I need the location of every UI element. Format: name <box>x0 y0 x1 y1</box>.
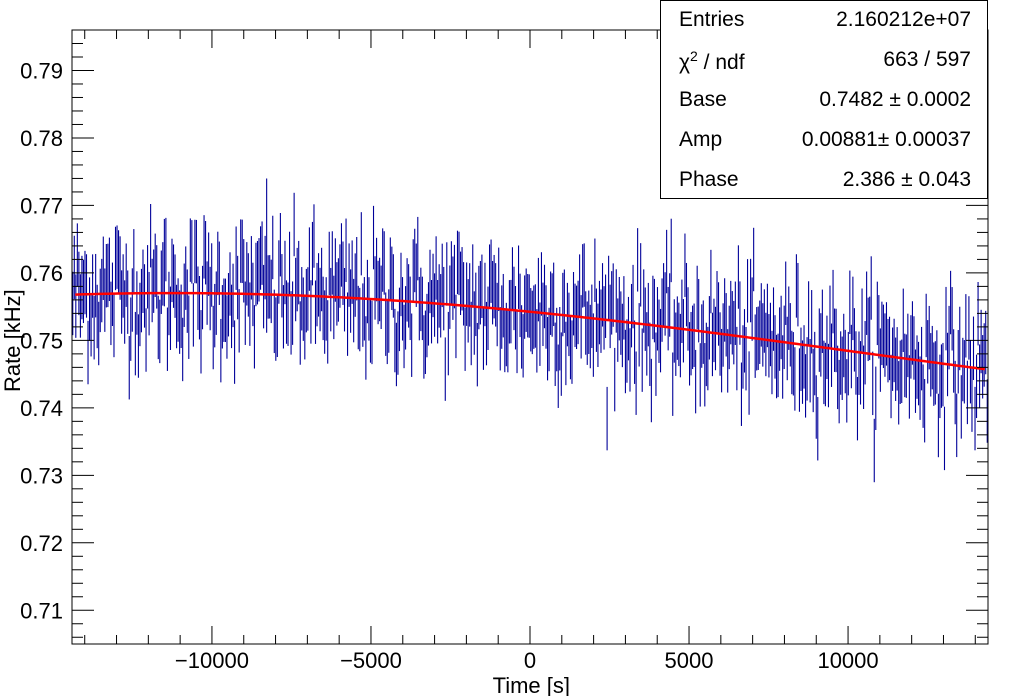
stats-box: Entries 2.160212e+07 χ2 / ndf 663 / 597 … <box>660 0 988 199</box>
y-tick-label: 0.77 <box>20 193 63 218</box>
y-tick-label: 0.75 <box>20 328 63 353</box>
stats-value: 2.386 ± 0.043 <box>842 168 971 191</box>
stats-value: 2.160212e+07 <box>836 8 971 31</box>
y-tick-label: 0.79 <box>20 58 63 83</box>
chi-superscript: 2 <box>690 48 698 64</box>
x-tick-label: −10000 <box>175 648 249 673</box>
y-tick-label: 0.74 <box>20 396 63 421</box>
stats-row-amp: Amp 0.00881± 0.00037 <box>661 121 987 161</box>
stats-row-base: Base 0.7482 ± 0.0002 <box>661 81 987 121</box>
stats-key: Entries <box>679 8 745 31</box>
fit-curve <box>75 291 985 371</box>
axes: 0.71 0.72 0.73 0.74 0.75 0.76 0.77 0.78 0.79 −100… <box>20 29 988 673</box>
stats-key: Phase <box>679 168 739 191</box>
x-tick-label: 5000 <box>665 648 714 673</box>
stats-row-chi2: χ2 / ndf 663 / 597 <box>661 41 987 81</box>
stats-row-entries: Entries 2.160212e+07 <box>661 1 987 41</box>
fit-series <box>75 291 985 371</box>
data-series <box>72 178 988 483</box>
stats-row-phase: Phase 2.386 ± 0.043 <box>661 161 987 201</box>
x-tick-label: 0 <box>524 648 536 673</box>
stats-key: χ2 / ndf <box>679 48 745 75</box>
x-tick-label: −5000 <box>340 648 402 673</box>
stats-key: Base <box>679 88 727 111</box>
chi-symbol: χ <box>679 51 691 74</box>
y-tick-label: 0.78 <box>20 126 63 151</box>
x-tick-label: 10000 <box>817 648 878 673</box>
stats-value: 663 / 597 <box>883 48 971 71</box>
y-tick-label: 0.71 <box>20 598 63 623</box>
y-tick-label: 0.72 <box>20 531 63 556</box>
stats-value: 0.00881± 0.00037 <box>801 128 971 151</box>
chi-rest: / ndf <box>697 51 745 74</box>
stats-key: Amp <box>679 128 723 151</box>
y-tick-label: 0.76 <box>20 261 63 286</box>
x-axis-label: Time [s] <box>493 673 570 696</box>
y-axis-label: Rate [kHz] <box>0 289 25 392</box>
stats-value: 0.7482 ± 0.0002 <box>819 88 971 111</box>
y-tick-label: 0.73 <box>20 463 63 488</box>
